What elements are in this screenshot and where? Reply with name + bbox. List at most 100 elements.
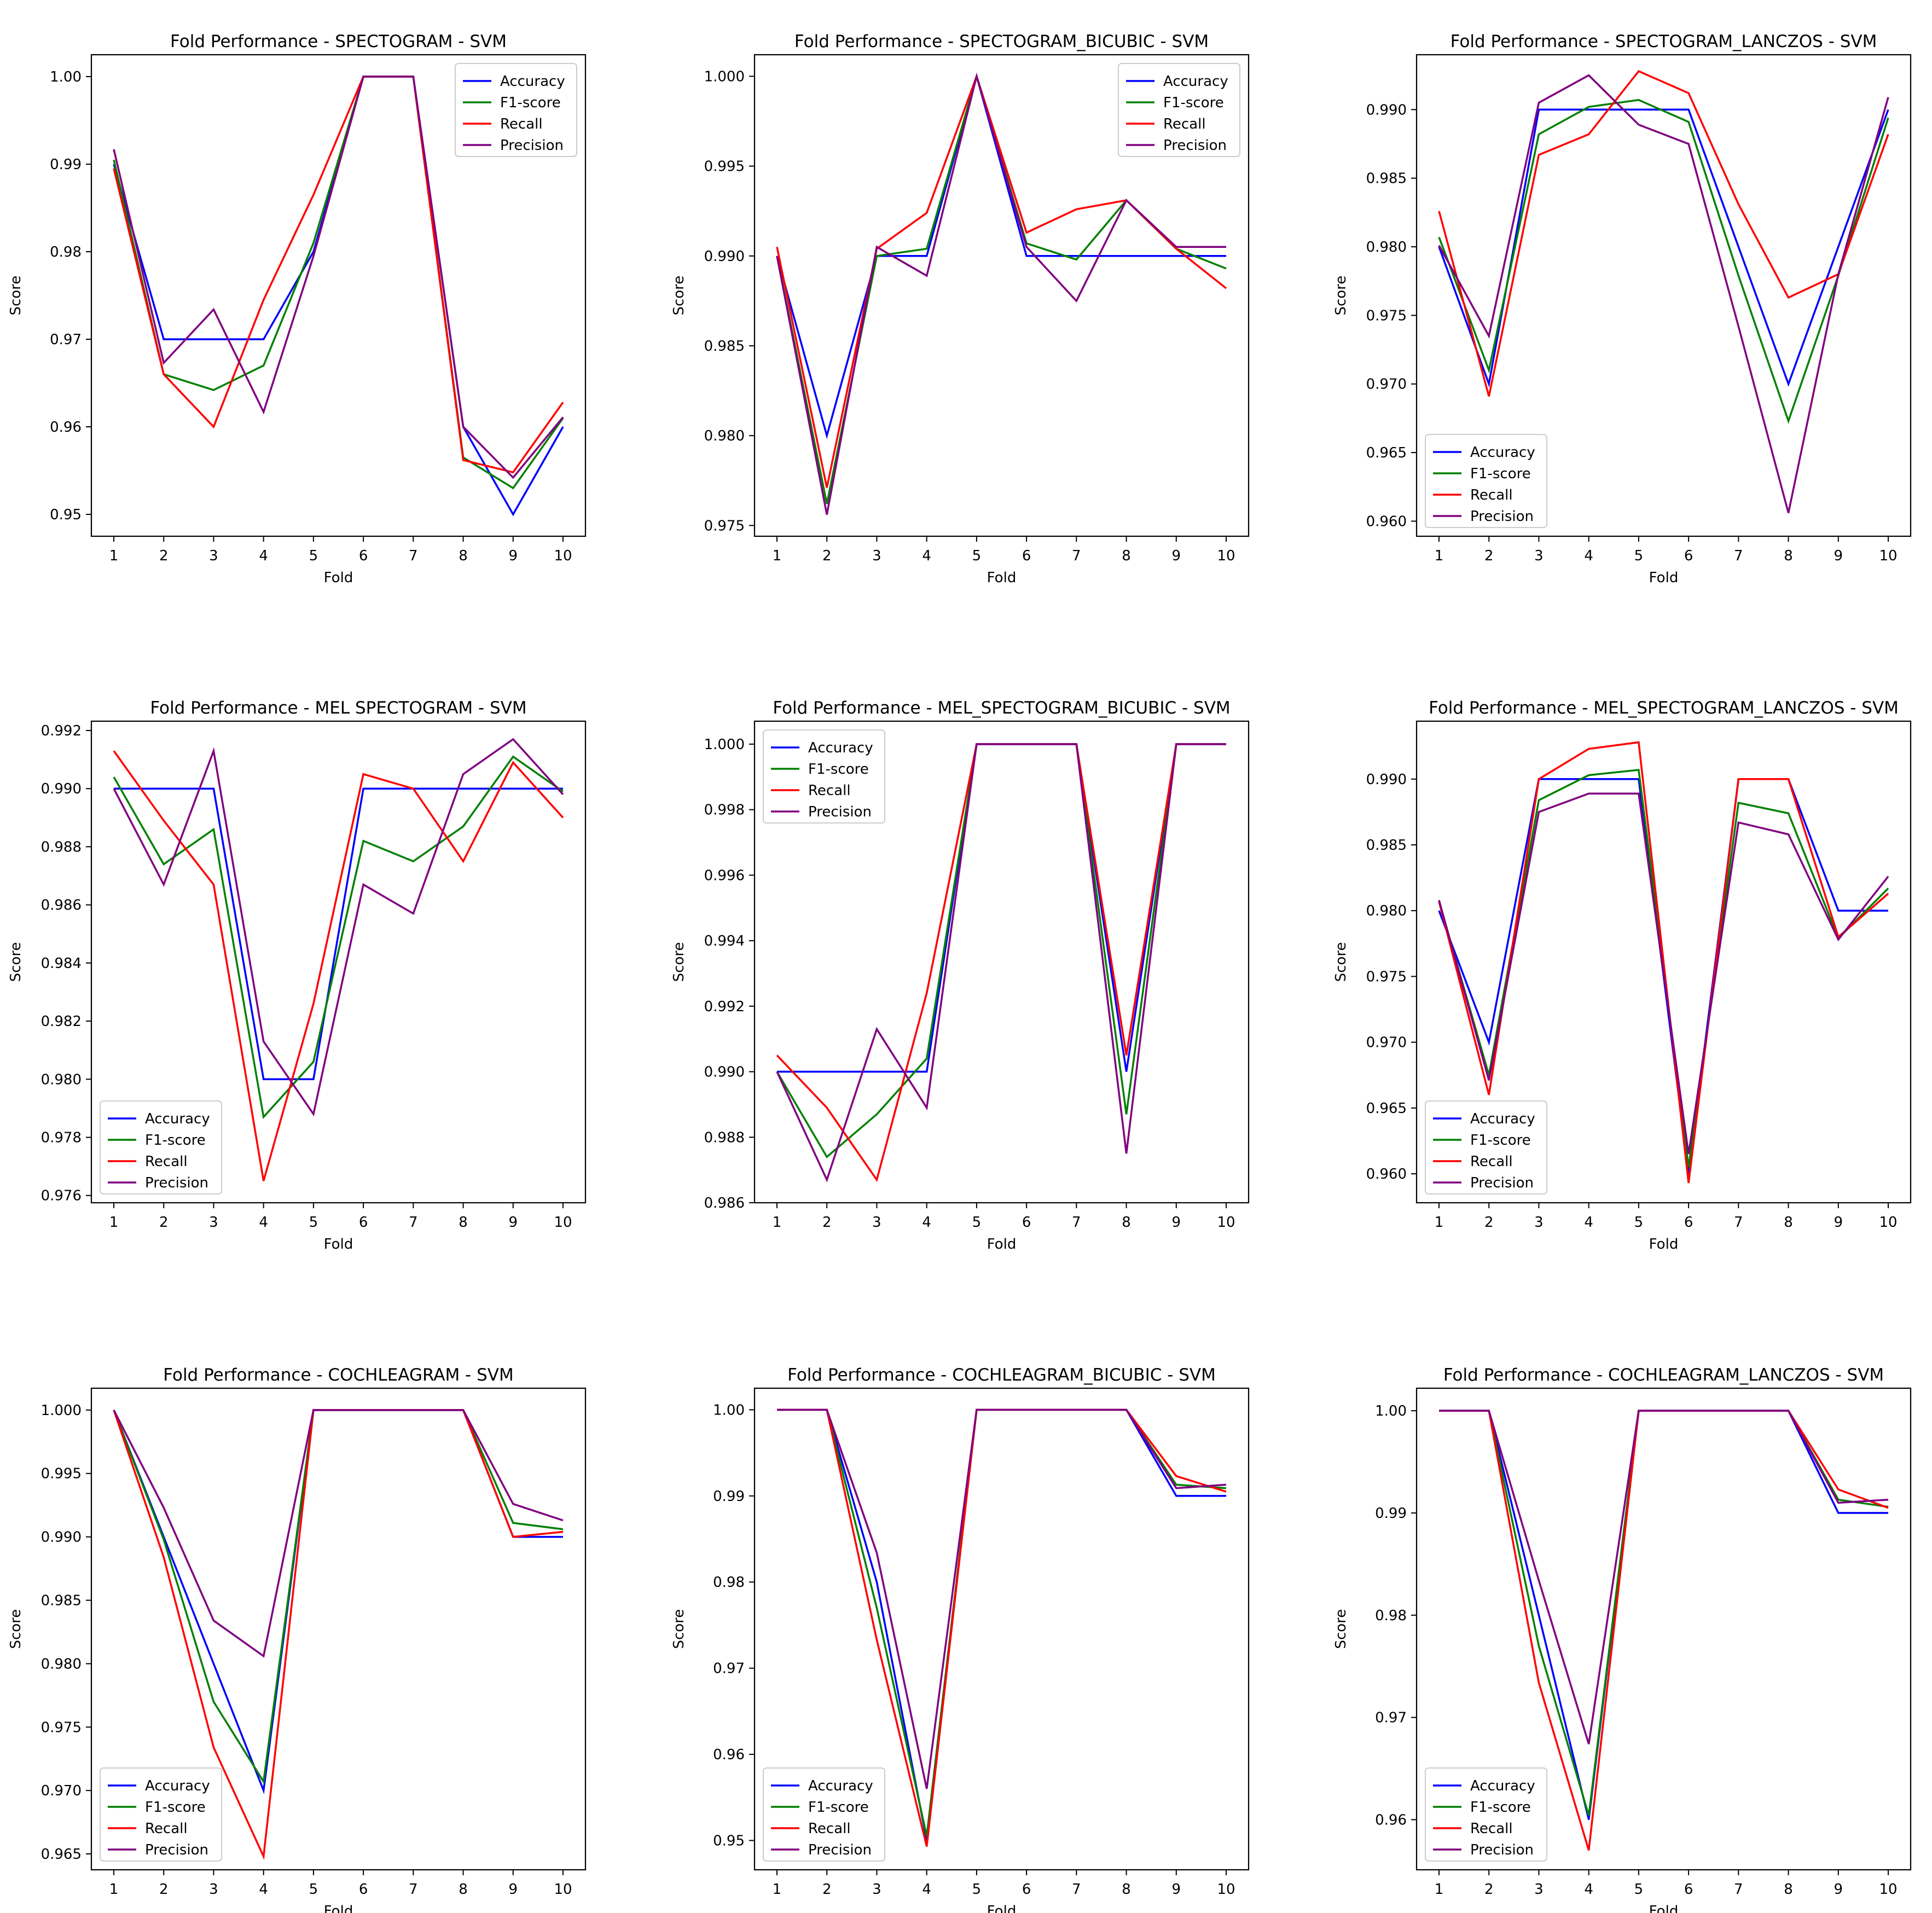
legend: Accuracy F1-score Recall Precision (1118, 63, 1240, 157)
y-tick-label: 0.980 (1366, 239, 1407, 256)
x-tick-label: 7 (1734, 1214, 1743, 1231)
x-tick-label: 7 (409, 1881, 418, 1898)
series-line-precision (113, 1409, 564, 1658)
y-tick-label: 0.992 (41, 723, 82, 739)
x-tick-label: 10 (554, 1214, 572, 1231)
y-tick-label: 0.992 (704, 999, 745, 1015)
x-tick-label: 8 (1784, 1881, 1793, 1898)
legend-label: Recall (145, 1153, 188, 1170)
y-tick-label: 0.995 (704, 159, 745, 175)
legend-label: F1-score (808, 1799, 869, 1816)
legend-label: Precision (145, 1842, 208, 1858)
x-tick-label: 9 (1172, 1214, 1181, 1231)
y-tick-label: 0.990 (1366, 102, 1407, 118)
y-tick-label: 0.985 (1366, 837, 1407, 854)
plot-frame (1415, 720, 1912, 1204)
y-tick-label: 0.986 (704, 1195, 745, 1211)
y-tick-label: 0.998 (704, 802, 745, 819)
y-tick-label: 0.975 (704, 518, 745, 534)
series-line-f1-score (113, 1409, 564, 1784)
x-tick-label: 1 (1435, 1881, 1444, 1898)
x-tick-label: 9 (1172, 548, 1181, 564)
series-line-precision (776, 743, 1226, 1182)
series-line-f1-score (1438, 98, 1889, 424)
y-tick-label: 1.000 (41, 1402, 82, 1419)
legend-label: Precision (1470, 1842, 1534, 1858)
y-axis-label: Score (8, 276, 24, 316)
legend-label: F1-score (1470, 1799, 1531, 1816)
chart-panel-5: Fold Performance - MEL_SPECTOGRAM_BICUBI… (671, 698, 1250, 1253)
legend-box (100, 1100, 222, 1195)
x-tick-label: 8 (459, 1881, 468, 1898)
x-tick-label: 2 (1484, 1214, 1494, 1231)
x-tick-label: 6 (1684, 1881, 1693, 1898)
chart-title: Fold Performance - MEL_SPECTOGRAM_LANCZO… (1429, 698, 1899, 718)
chart-panel-4: Fold Performance - MEL SPECTOGRAM - SVM 1… (8, 698, 587, 1253)
y-tick-label: 0.982 (41, 1013, 82, 1030)
legend: Accuracy F1-score Recall Precision (100, 1100, 222, 1195)
y-tick-label: 0.980 (704, 428, 745, 444)
y-tick-label: 0.990 (704, 1064, 745, 1081)
legend-label: F1-score (145, 1132, 206, 1149)
y-tick-label: 0.985 (704, 338, 745, 355)
x-tick-label: 2 (1484, 1881, 1494, 1898)
y-tick-label: 1.000 (704, 68, 745, 85)
y-tick-label: 0.970 (1366, 1035, 1407, 1051)
x-tick-label: 10 (1217, 1881, 1235, 1898)
x-tick-label: 7 (1072, 1881, 1081, 1898)
x-axis-label: Fold (1649, 1236, 1679, 1253)
x-tick-label: 10 (554, 1881, 572, 1898)
x-tick-label: 9 (1834, 548, 1843, 564)
x-tick-label: 5 (1634, 1881, 1644, 1898)
legend-label: F1-score (808, 761, 869, 778)
y-tick-label: 0.985 (1366, 171, 1407, 187)
series-line-precision (113, 738, 564, 1117)
legend-label: Accuracy (1470, 444, 1535, 461)
legend-label: Precision (145, 1175, 208, 1191)
plot-frame (1415, 1387, 1912, 1871)
chart-title: Fold Performance - MEL_SPECTOGRAM_BICUBI… (773, 698, 1230, 718)
y-tick-label: 0.965 (1366, 1100, 1407, 1117)
y-tick-label: 1.000 (704, 737, 745, 753)
y-tick-label: 0.970 (41, 1783, 82, 1799)
legend-box (455, 63, 577, 157)
y-tick-label: 0.960 (1366, 513, 1407, 530)
y-tick-label: 0.96 (50, 419, 82, 436)
y-tick-label: 0.980 (1366, 903, 1407, 919)
x-tick-label: 8 (1784, 1214, 1793, 1231)
y-tick-label: 0.970 (1366, 376, 1407, 393)
legend-label: Precision (808, 1842, 872, 1858)
y-tick-label: 0.995 (41, 1466, 82, 1482)
y-tick-label: 0.990 (41, 1529, 82, 1546)
x-tick-label: 7 (409, 1214, 418, 1231)
series-line-recall (1438, 741, 1889, 1184)
x-tick-label: 7 (409, 548, 418, 564)
series-line-precision (1438, 74, 1889, 513)
legend: Accuracy F1-score Recall Precision (455, 63, 577, 157)
x-tick-label: 9 (509, 1881, 518, 1898)
legend-label: Recall (1470, 487, 1513, 503)
y-tick-label: 0.996 (704, 867, 745, 884)
legend-box (763, 1767, 885, 1862)
x-tick-label: 4 (259, 548, 268, 564)
x-tick-label: 6 (1684, 1214, 1693, 1231)
legend-label: Recall (1163, 116, 1206, 132)
x-tick-label: 9 (509, 548, 518, 564)
x-tick-label: 10 (1879, 548, 1897, 564)
x-tick-label: 1 (109, 1214, 119, 1231)
series-line-recall (113, 76, 564, 474)
x-tick-label: 9 (1834, 1881, 1843, 1898)
x-tick-label: 1 (773, 1214, 782, 1231)
y-axis-label: Score (8, 942, 24, 982)
y-tick-label: 0.960 (1366, 1166, 1407, 1182)
series-line-accuracy (1438, 108, 1889, 388)
plot-frame (753, 54, 1250, 537)
y-tick-label: 0.975 (1366, 308, 1407, 324)
y-tick-label: 0.988 (41, 839, 82, 855)
legend-label: Precision (1470, 508, 1534, 525)
series-line-accuracy (114, 787, 563, 1081)
x-tick-label: 8 (459, 1214, 468, 1231)
x-tick-label: 4 (922, 548, 931, 564)
legend-label: F1-score (1470, 466, 1531, 482)
legend-label: Accuracy (808, 1778, 873, 1794)
